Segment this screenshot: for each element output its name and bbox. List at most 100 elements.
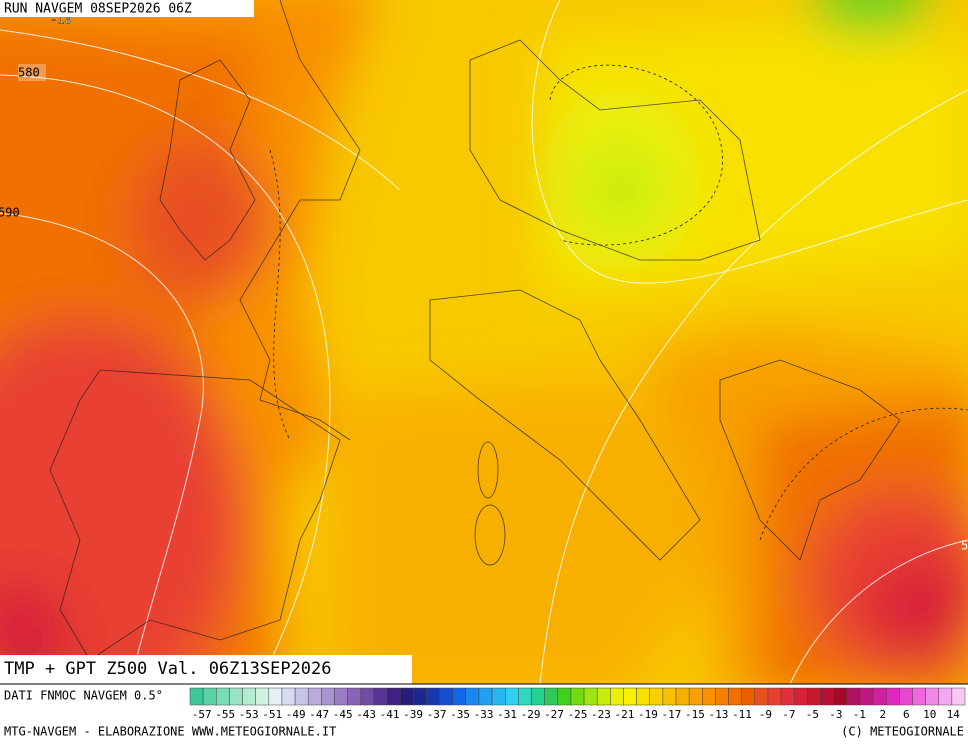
colorbar-swatch bbox=[189, 687, 204, 706]
colorbar-swatch bbox=[544, 687, 559, 706]
colorbar-swatch bbox=[596, 687, 611, 706]
colorbar-swatch bbox=[321, 687, 335, 706]
colorbar-swatch bbox=[518, 687, 532, 706]
colorbar-swatch bbox=[399, 687, 414, 706]
colorbar-swatch bbox=[754, 687, 769, 706]
colorbar-swatch bbox=[505, 687, 519, 706]
footer-right: (C) METEOGIORNALE bbox=[841, 725, 964, 739]
colorbar-label: -31 bbox=[497, 708, 517, 721]
colorbar-swatch bbox=[334, 687, 348, 706]
map: -10 580 590 5 RUN NAVGEM 08SEP2026 06Z T… bbox=[0, 0, 968, 684]
colorbar-swatch bbox=[229, 687, 243, 706]
colorbar-swatch bbox=[872, 687, 887, 706]
colorbar-label: -25 bbox=[568, 708, 588, 721]
source: DATI FNMOC NAVGEM 0.5° bbox=[4, 689, 163, 703]
colorbar-label: -37 bbox=[427, 708, 447, 721]
colorbar-swatch bbox=[281, 687, 296, 706]
colorbar-label: -57 bbox=[192, 708, 212, 721]
colorbar-label: -11 bbox=[732, 708, 752, 721]
colorbar-label: -29 bbox=[521, 708, 541, 721]
colorbar-label: 6 bbox=[903, 708, 910, 721]
colorbar-swatch bbox=[557, 687, 572, 706]
colorbar-label: -39 bbox=[403, 708, 423, 721]
colorbar-swatch bbox=[610, 687, 624, 706]
colorbar-swatch bbox=[859, 687, 874, 706]
colorbar-swatch bbox=[465, 687, 480, 706]
colorbar-label: -27 bbox=[544, 708, 564, 721]
colorbar-swatch bbox=[899, 687, 913, 706]
colorbar-label: -19 bbox=[638, 708, 658, 721]
colorbar-label: -53 bbox=[239, 708, 259, 721]
colorbar-swatch bbox=[885, 687, 900, 706]
colorbar: -57 -55 -53 -51 -49 -47 -45 -43 -41 -39 -37 -35 -33-… bbox=[189, 687, 966, 721]
colorbar-label: -1 bbox=[853, 708, 866, 721]
colorbar-swatch bbox=[636, 687, 650, 706]
colorbar-label: 10 bbox=[923, 708, 936, 721]
colorbar-swatch bbox=[912, 687, 926, 706]
colorbar-label: -9 bbox=[759, 708, 772, 721]
colorbar-swatch bbox=[294, 687, 309, 706]
contour-label: 5 bbox=[961, 539, 968, 553]
contour-label: 580 bbox=[18, 66, 40, 80]
colorbar-swatch bbox=[715, 687, 729, 706]
colorbar-swatch bbox=[702, 687, 716, 706]
colorbar-swatch bbox=[780, 687, 795, 706]
colorbar-swatch bbox=[360, 687, 375, 706]
colorbar-swatch bbox=[846, 687, 861, 706]
footer-left: MTG-NAVGEM - ELABORAZIONE WWW.METEOGIORN… bbox=[4, 725, 336, 739]
colorbar-swatch bbox=[439, 687, 453, 706]
colorbar-label: -33 bbox=[474, 708, 494, 721]
colorbar-swatch bbox=[833, 687, 848, 706]
colorbar-swatch bbox=[386, 687, 401, 706]
colorbar-swatch bbox=[767, 687, 782, 706]
colorbar-swatch bbox=[793, 687, 808, 706]
colorbar-swatch bbox=[675, 687, 690, 706]
colorbar-label: -43 bbox=[356, 708, 376, 721]
colorbar-swatch bbox=[426, 687, 440, 706]
colorbar-swatch bbox=[307, 687, 322, 706]
colorbar-swatch bbox=[623, 687, 637, 706]
colorbar-swatch bbox=[807, 687, 821, 706]
run-title: RUN NAVGEM 08SEP2026 06Z bbox=[4, 2, 192, 17]
colorbar-swatch bbox=[925, 687, 939, 706]
colorbar-swatch bbox=[951, 687, 966, 706]
colorbar-label: -47 bbox=[309, 708, 329, 721]
colorbar-swatch bbox=[202, 687, 217, 706]
colorbar-swatch bbox=[478, 687, 493, 706]
colorbar-swatch bbox=[347, 687, 362, 706]
colorbar-swatch bbox=[938, 687, 953, 706]
colorbar-swatch bbox=[583, 687, 598, 706]
colorbar-label: -55 bbox=[215, 708, 235, 721]
colorbar-swatch bbox=[413, 687, 427, 706]
colorbar-swatch bbox=[255, 687, 270, 706]
colorbar-swatch bbox=[373, 687, 388, 706]
colorbar-label: -21 bbox=[615, 708, 635, 721]
colorbar-label: -5 bbox=[806, 708, 819, 721]
colorbar-label: -7 bbox=[782, 708, 795, 721]
colorbar-label: 14 bbox=[947, 708, 961, 721]
colorbar-swatch bbox=[649, 687, 664, 706]
contour-label: 590 bbox=[0, 206, 20, 220]
colorbar-label: -45 bbox=[333, 708, 353, 721]
colorbar-label: -3 bbox=[829, 708, 842, 721]
colorbar-label: -35 bbox=[450, 708, 470, 721]
colorbar-swatch bbox=[242, 687, 256, 706]
colorbar-label: -17 bbox=[662, 708, 682, 721]
colorbar-swatch bbox=[491, 687, 506, 706]
colorbar-label: -49 bbox=[286, 708, 306, 721]
colorbar-swatch bbox=[570, 687, 585, 706]
colorbar-swatch bbox=[688, 687, 703, 706]
colorbar-swatch bbox=[741, 687, 756, 706]
colorbar-swatch bbox=[268, 687, 283, 706]
colorbar-swatch bbox=[216, 687, 230, 706]
product-title: TMP + GPT Z500 Val. 06Z13SEP2026 bbox=[4, 659, 332, 679]
colorbar-swatch bbox=[452, 687, 467, 706]
colorbar-label: -51 bbox=[262, 708, 282, 721]
colorbar-label: -13 bbox=[708, 708, 728, 721]
colorbar-swatch bbox=[662, 687, 677, 706]
colorbar-label: -15 bbox=[685, 708, 705, 721]
colorbar-swatch bbox=[728, 687, 742, 706]
colorbar-label: -23 bbox=[591, 708, 611, 721]
colorbar-label: -41 bbox=[380, 708, 400, 721]
